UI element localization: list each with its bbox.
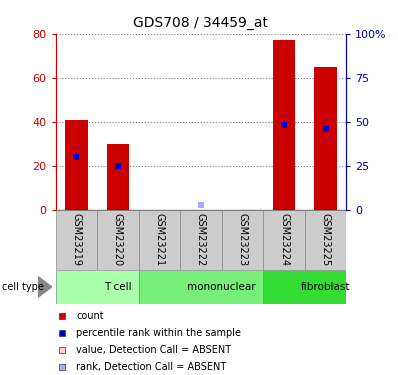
Text: mononuclear: mononuclear	[187, 282, 256, 292]
Polygon shape	[38, 276, 52, 297]
Text: value, Detection Call = ABSENT: value, Detection Call = ABSENT	[76, 345, 231, 355]
Bar	[263, 270, 346, 304]
Text: GSM23223: GSM23223	[238, 213, 248, 266]
Bar	[139, 270, 263, 304]
Text: fibroblast: fibroblast	[301, 282, 350, 292]
Text: GSM23220: GSM23220	[113, 213, 123, 266]
Bar	[56, 270, 139, 304]
Text: cell type: cell type	[2, 282, 44, 292]
Bar	[65, 120, 88, 210]
Bar	[273, 40, 295, 210]
Text: rank, Detection Call = ABSENT: rank, Detection Call = ABSENT	[76, 362, 226, 372]
Text: GSM23225: GSM23225	[320, 213, 330, 266]
Bar	[180, 210, 222, 270]
Text: GSM23221: GSM23221	[154, 213, 164, 266]
Text: GSM23222: GSM23222	[196, 213, 206, 266]
Bar	[56, 210, 97, 270]
Bar	[263, 210, 305, 270]
Bar	[314, 67, 337, 210]
Text: GSM23219: GSM23219	[72, 213, 82, 266]
Bar	[107, 144, 129, 210]
Title: GDS708 / 34459_at: GDS708 / 34459_at	[133, 16, 269, 30]
Text: GSM23224: GSM23224	[279, 213, 289, 266]
Bar	[97, 210, 139, 270]
Bar	[139, 210, 180, 270]
Text: T cell: T cell	[104, 282, 132, 292]
Text: count: count	[76, 311, 104, 321]
Bar	[222, 210, 263, 270]
Bar	[305, 210, 346, 270]
Text: percentile rank within the sample: percentile rank within the sample	[76, 328, 241, 338]
